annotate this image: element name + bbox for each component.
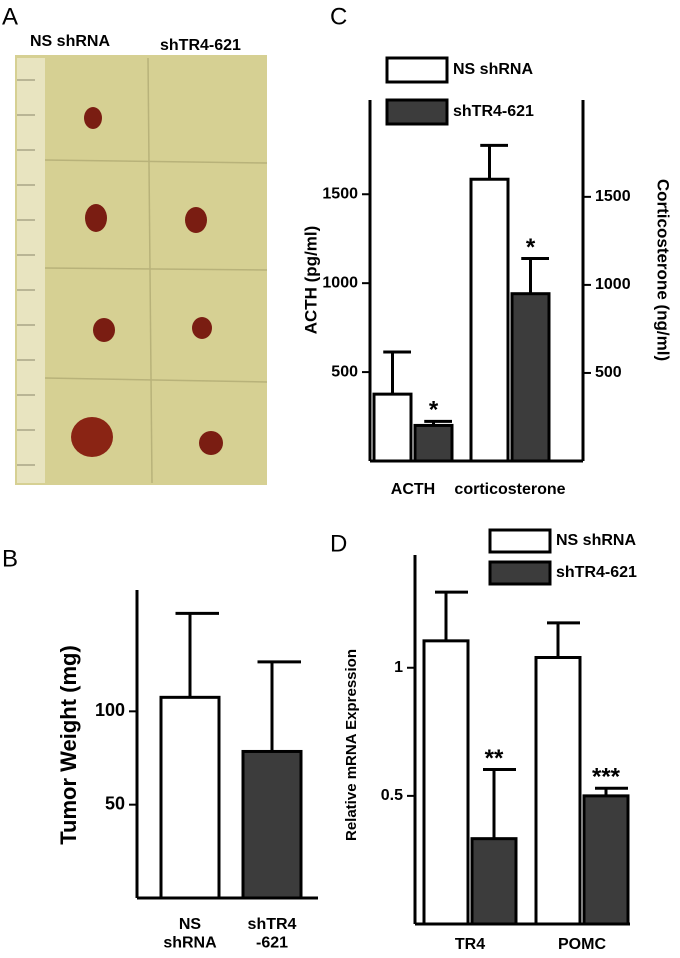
tumor xyxy=(85,204,107,232)
legend-swatch xyxy=(385,98,449,126)
y-axis-label: Tumor Weight (mg) xyxy=(56,645,81,845)
panel-label: B xyxy=(2,545,18,572)
x-tick-label: shTR4 -621 xyxy=(248,916,297,951)
x-tick-label: ACTH xyxy=(391,481,435,498)
error-bar xyxy=(480,143,508,180)
y2-tick-label: 1000 xyxy=(595,276,631,293)
legend-swatch xyxy=(488,528,552,554)
bar xyxy=(582,794,630,926)
x-tick-label: TR4 xyxy=(455,936,485,953)
error-bar xyxy=(547,621,580,658)
y-tick-label: 1 xyxy=(394,659,403,676)
x-tick-label: POMC xyxy=(558,936,606,953)
y-tick-label: 500 xyxy=(331,363,358,380)
y2-tick-label: 1500 xyxy=(595,188,631,205)
y-tick-label: 1500 xyxy=(322,185,358,202)
tumor xyxy=(71,417,113,457)
bar xyxy=(469,177,510,463)
bar xyxy=(422,639,470,926)
legend-label: shTR4-621 xyxy=(453,103,534,120)
tumor xyxy=(93,318,115,342)
panel-label: D xyxy=(330,530,347,557)
y2-axis-label: Corticosterone (ng/ml) xyxy=(654,179,673,361)
error-bar xyxy=(521,256,549,294)
y-axis-label: Relative mRNA Expression xyxy=(343,649,360,841)
error-bar xyxy=(483,767,516,839)
error-bar xyxy=(257,660,301,752)
significance-label: *** xyxy=(592,764,621,791)
panel-label: A xyxy=(2,3,18,30)
legend-label: NS shRNA xyxy=(556,532,636,549)
photo-label: NS shRNA xyxy=(30,33,110,50)
legend-swatch xyxy=(488,560,552,586)
y-tick-label: 50 xyxy=(105,793,125,813)
bar xyxy=(534,656,582,926)
error-bar xyxy=(435,590,468,641)
error-bar xyxy=(424,419,452,426)
x-tick-label: corticosterone xyxy=(454,481,565,498)
gauze-grid xyxy=(44,57,268,484)
error-bar xyxy=(175,611,219,698)
tumor xyxy=(185,207,207,233)
tumor xyxy=(84,107,102,129)
ruler xyxy=(17,58,45,483)
y-tick-label: 100 xyxy=(95,700,125,720)
error-bar xyxy=(595,786,628,796)
y-axis-label: ACTH (pg/ml) xyxy=(301,226,320,335)
y-tick-label: 1000 xyxy=(322,274,358,291)
legend-label: shTR4-621 xyxy=(556,564,637,581)
x-tick-label: NS shRNA xyxy=(163,916,217,951)
legend-swatch xyxy=(385,56,449,84)
ruler-ticks xyxy=(17,79,35,466)
panel-label: C xyxy=(330,3,347,30)
error-bar xyxy=(383,350,411,395)
tumor xyxy=(199,431,223,455)
significance-label: * xyxy=(429,397,439,424)
y2-tick-label: 500 xyxy=(595,364,622,381)
y-tick-label: 0.5 xyxy=(381,787,403,804)
bar xyxy=(470,837,518,926)
significance-label: * xyxy=(526,234,536,261)
bar xyxy=(510,292,551,463)
bar xyxy=(159,695,221,900)
photo xyxy=(15,55,268,485)
bar xyxy=(241,749,303,900)
bar xyxy=(413,423,454,463)
photo-label: shTR4-621 xyxy=(160,37,241,54)
bar xyxy=(372,392,413,463)
significance-label: ** xyxy=(485,745,504,772)
tumor xyxy=(192,317,212,339)
legend-label: NS shRNA xyxy=(453,61,533,78)
